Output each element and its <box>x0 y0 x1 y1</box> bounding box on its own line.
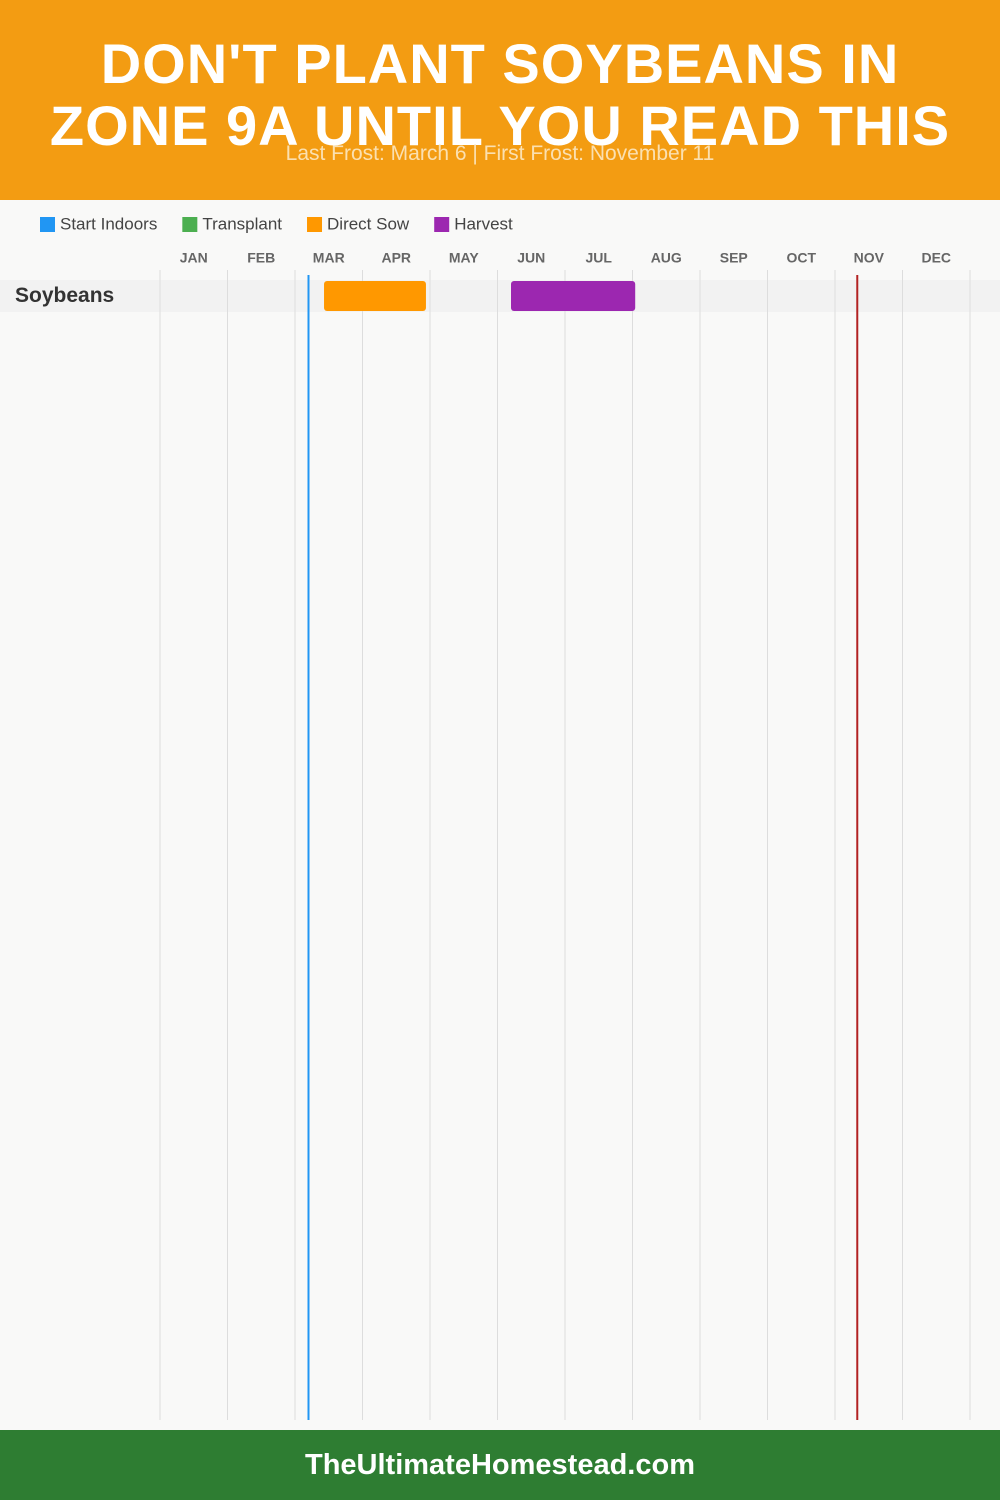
month-label: JAN <box>180 250 208 266</box>
month-label: MAY <box>449 250 479 266</box>
month-label: NOV <box>854 250 885 266</box>
footer: TheUltimateHomestead.com <box>0 1430 1000 1500</box>
month-label: MAR <box>313 250 345 266</box>
month-label: FEB <box>247 250 275 266</box>
task-bar <box>324 281 426 311</box>
legend-label: Start Indoors <box>60 214 157 233</box>
row-band <box>0 280 1000 312</box>
legend-swatch <box>40 217 55 232</box>
legend-label: Harvest <box>454 214 513 233</box>
month-label: JUL <box>586 250 613 266</box>
header: DON'T PLANT SOYBEANS IN ZONE 9A UNTIL YO… <box>0 0 1000 200</box>
legend-label: Transplant <box>202 214 282 233</box>
month-label: DEC <box>921 250 951 266</box>
task-bar <box>511 281 636 311</box>
legend-swatch <box>434 217 450 232</box>
legend-swatch <box>307 217 323 232</box>
month-label: JUN <box>517 250 545 266</box>
month-label: OCT <box>786 250 816 266</box>
legend-label: Direct Sow <box>327 214 410 233</box>
chart-title: DON'T PLANT SOYBEANS IN ZONE 9A UNTIL YO… <box>49 32 951 157</box>
month-label: AUG <box>651 250 682 266</box>
month-label: APR <box>381 250 411 266</box>
chart: JAN FEB MAR APR MAY JUN JUL AUG SEP OCT NOV DEC Star… <box>0 214 1000 1420</box>
row-label: Soybeans <box>15 284 114 307</box>
legend-swatch <box>182 217 198 232</box>
month-label: SEP <box>720 250 748 266</box>
chart-subtitle: Last Frost: March 6 | First Frost: Novem… <box>285 142 715 165</box>
